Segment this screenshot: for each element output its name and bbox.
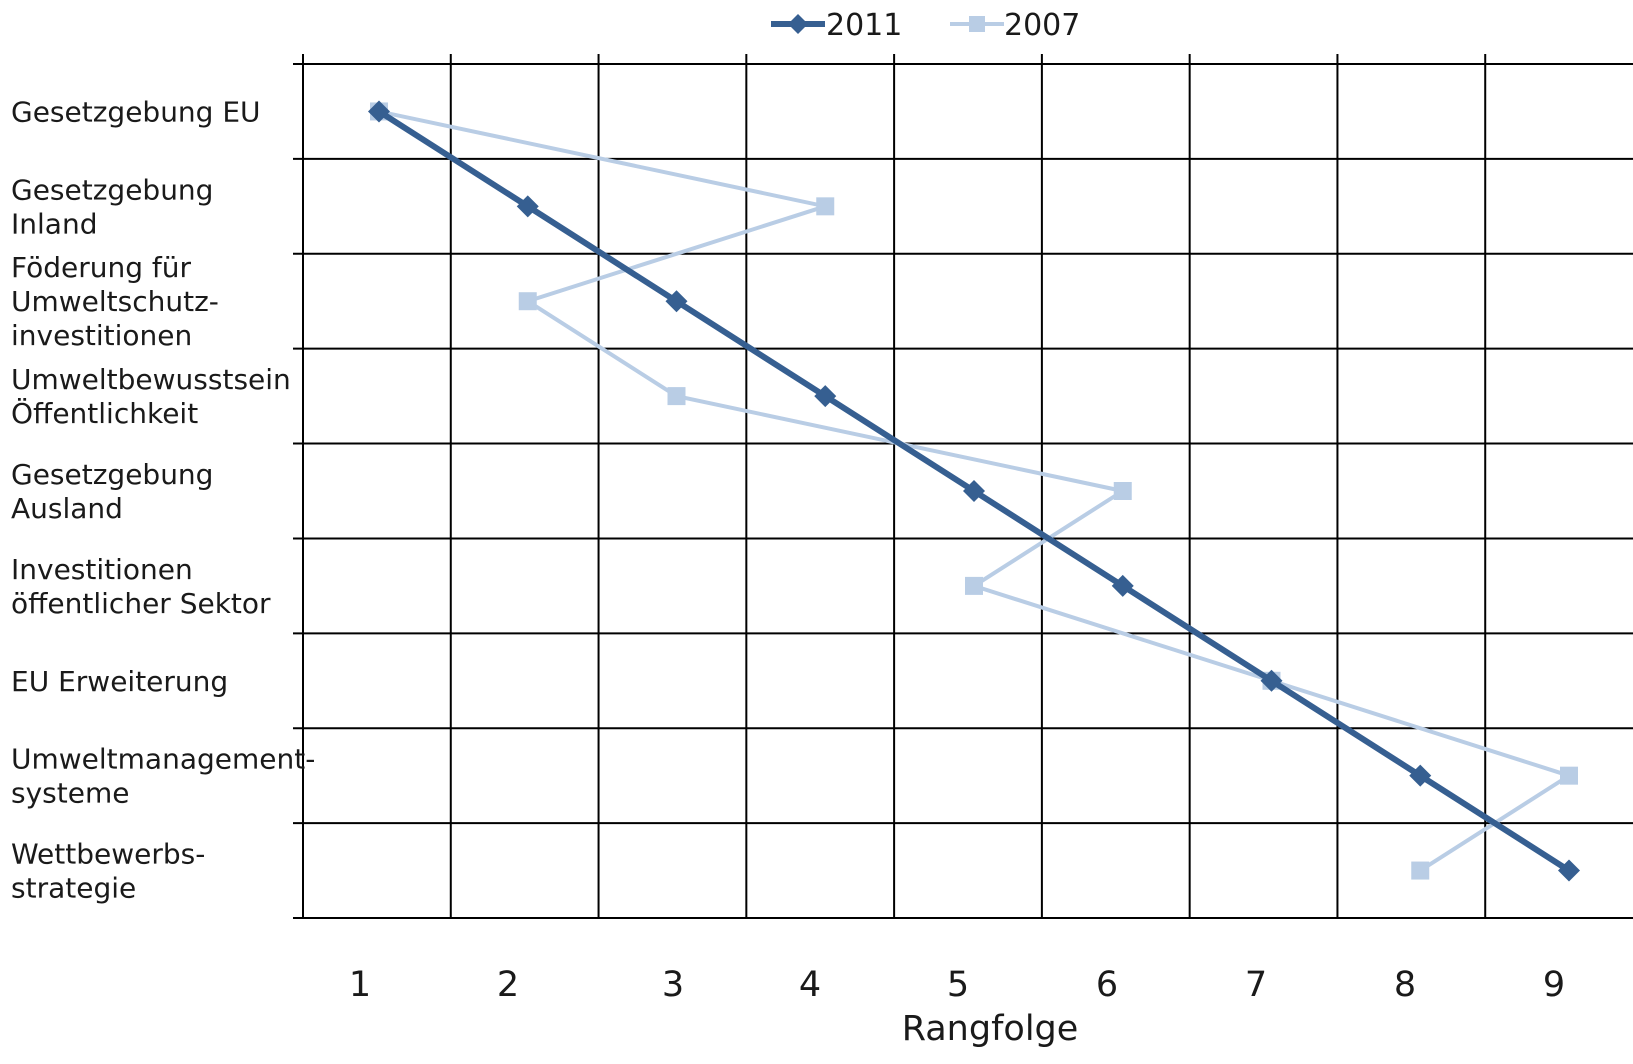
legend-label-2011: 2011	[826, 8, 902, 43]
x-tick-label: 3	[662, 965, 684, 1005]
category-label: Gesetzgebung EU	[11, 95, 261, 128]
data-point-2007	[965, 576, 983, 595]
data-point-2007	[1113, 482, 1132, 500]
data-point-2007	[816, 197, 835, 216]
data-point-2011	[1558, 859, 1580, 882]
x-tick-label: 6	[1096, 965, 1118, 1005]
x-tick-labels: 1 2 3 4 5 6 7 8 9	[349, 965, 1565, 1005]
category-label: Umweltbewusstsein Öffentlichkeit	[11, 363, 291, 430]
data-point-2007	[1411, 861, 1430, 880]
x-tick-label: 5	[947, 965, 969, 1005]
x-tick-label: 1	[349, 965, 371, 1005]
x-tick-label: 8	[1394, 965, 1416, 1005]
legend-label-2007: 2007	[1004, 8, 1080, 43]
data-point-2011	[368, 100, 390, 123]
x-tick-label: 9	[1543, 965, 1565, 1005]
data-point-2007	[1560, 766, 1578, 785]
data-point-2007	[518, 292, 537, 311]
category-label: Gesetzgebung Ausland	[11, 458, 213, 525]
category-label: Investitionen öffentlicher Sektor	[11, 553, 271, 620]
data-point-2011	[516, 195, 539, 218]
legend-marker-2007	[969, 16, 985, 32]
category-labels: Gesetzgebung EU Gesetzgebung Inland Föderun…	[11, 95, 315, 904]
x-tick-label: 2	[497, 965, 519, 1005]
category-label: Gesetzgebung Inland	[11, 173, 213, 240]
data-point-2011	[1409, 764, 1432, 787]
data-point-2011	[963, 480, 985, 502]
x-axis-title: Rangfolge	[902, 1009, 1079, 1049]
data-point-2011	[814, 385, 837, 408]
x-tick-label: 4	[799, 965, 821, 1005]
x-tick-label: 7	[1245, 965, 1267, 1005]
category-label: EU Erweiterung	[11, 665, 228, 698]
data-point-2011	[665, 290, 688, 313]
series-layer	[368, 100, 1580, 882]
legend-marker-2011	[788, 14, 808, 34]
data-point-2011	[1111, 574, 1134, 597]
legend: 2011 2007	[771, 8, 1080, 43]
grid-layer	[293, 54, 1633, 919]
category-label: Umweltmanagement-systeme	[11, 743, 315, 810]
data-point-2011	[1260, 669, 1283, 692]
category-label: Föderung für Umweltschutz-investitionen	[11, 251, 219, 352]
category-label: Wettbewerbs-strategie	[11, 838, 205, 905]
data-point-2007	[667, 387, 686, 406]
